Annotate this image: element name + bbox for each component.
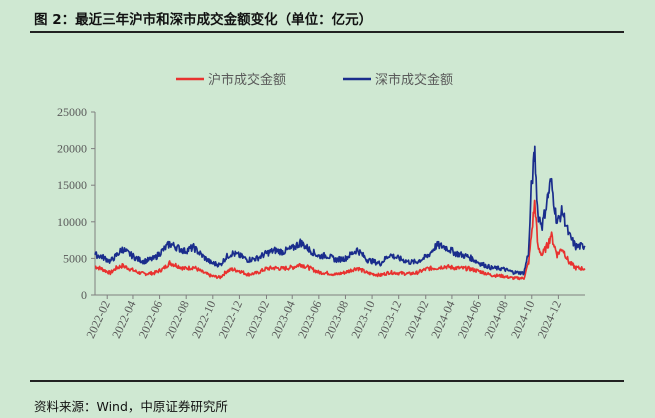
x-tick-label: 2023-06 bbox=[295, 298, 325, 340]
y-tick-label: 25000 bbox=[57, 105, 87, 119]
x-tick-label: 2022-04 bbox=[109, 298, 139, 340]
y-tick-label: 15000 bbox=[57, 178, 87, 192]
x-tick-label: 2024-10 bbox=[508, 298, 538, 340]
legend-label-2: 深市成交金额 bbox=[375, 72, 453, 88]
x-tick-label: 2024-08 bbox=[481, 298, 511, 340]
x-tick-label: 2023-12 bbox=[375, 298, 405, 340]
x-tick-label: 2022-06 bbox=[136, 298, 166, 340]
title-rule bbox=[30, 31, 624, 33]
x-tick-label: 2022-12 bbox=[216, 298, 246, 340]
x-tick-label: 2024-02 bbox=[402, 298, 432, 340]
y-axis: 0 5000 10000 15000 20000 25000 bbox=[57, 105, 96, 302]
x-axis: 2022-022022-042022-062022-082022-102022-… bbox=[83, 294, 585, 341]
x-tick-label: 2022-10 bbox=[189, 298, 219, 340]
x-tick-label: 2023-04 bbox=[268, 298, 298, 340]
y-tick-label: 10000 bbox=[57, 215, 87, 229]
x-tick-label: 2022-08 bbox=[162, 298, 192, 340]
chart-legend: 沪市成交金额 深市成交金额 bbox=[176, 72, 453, 88]
x-tick-label: 2023-10 bbox=[348, 298, 378, 340]
y-tick-label: 20000 bbox=[57, 142, 87, 156]
x-tick-label: 2024-04 bbox=[428, 298, 458, 340]
figure-title: 图 2：最近三年沪市和深市成交金额变化（单位：亿元） bbox=[34, 12, 373, 28]
x-tick-label: 2023-08 bbox=[322, 298, 352, 340]
series-line-1 bbox=[94, 199, 586, 281]
x-tick-label: 2024-06 bbox=[455, 298, 485, 340]
y-tick-label: 5000 bbox=[63, 251, 87, 265]
source-note: 资料来源：Wind，中原证券研究所 bbox=[34, 399, 228, 414]
x-tick-label: 2024-12 bbox=[535, 298, 565, 340]
source-rule bbox=[30, 380, 624, 382]
legend-label-1: 沪市成交金额 bbox=[208, 72, 286, 88]
series-line-2 bbox=[94, 145, 586, 276]
y-tick-label: 0 bbox=[81, 288, 87, 302]
plot-area bbox=[94, 145, 586, 281]
